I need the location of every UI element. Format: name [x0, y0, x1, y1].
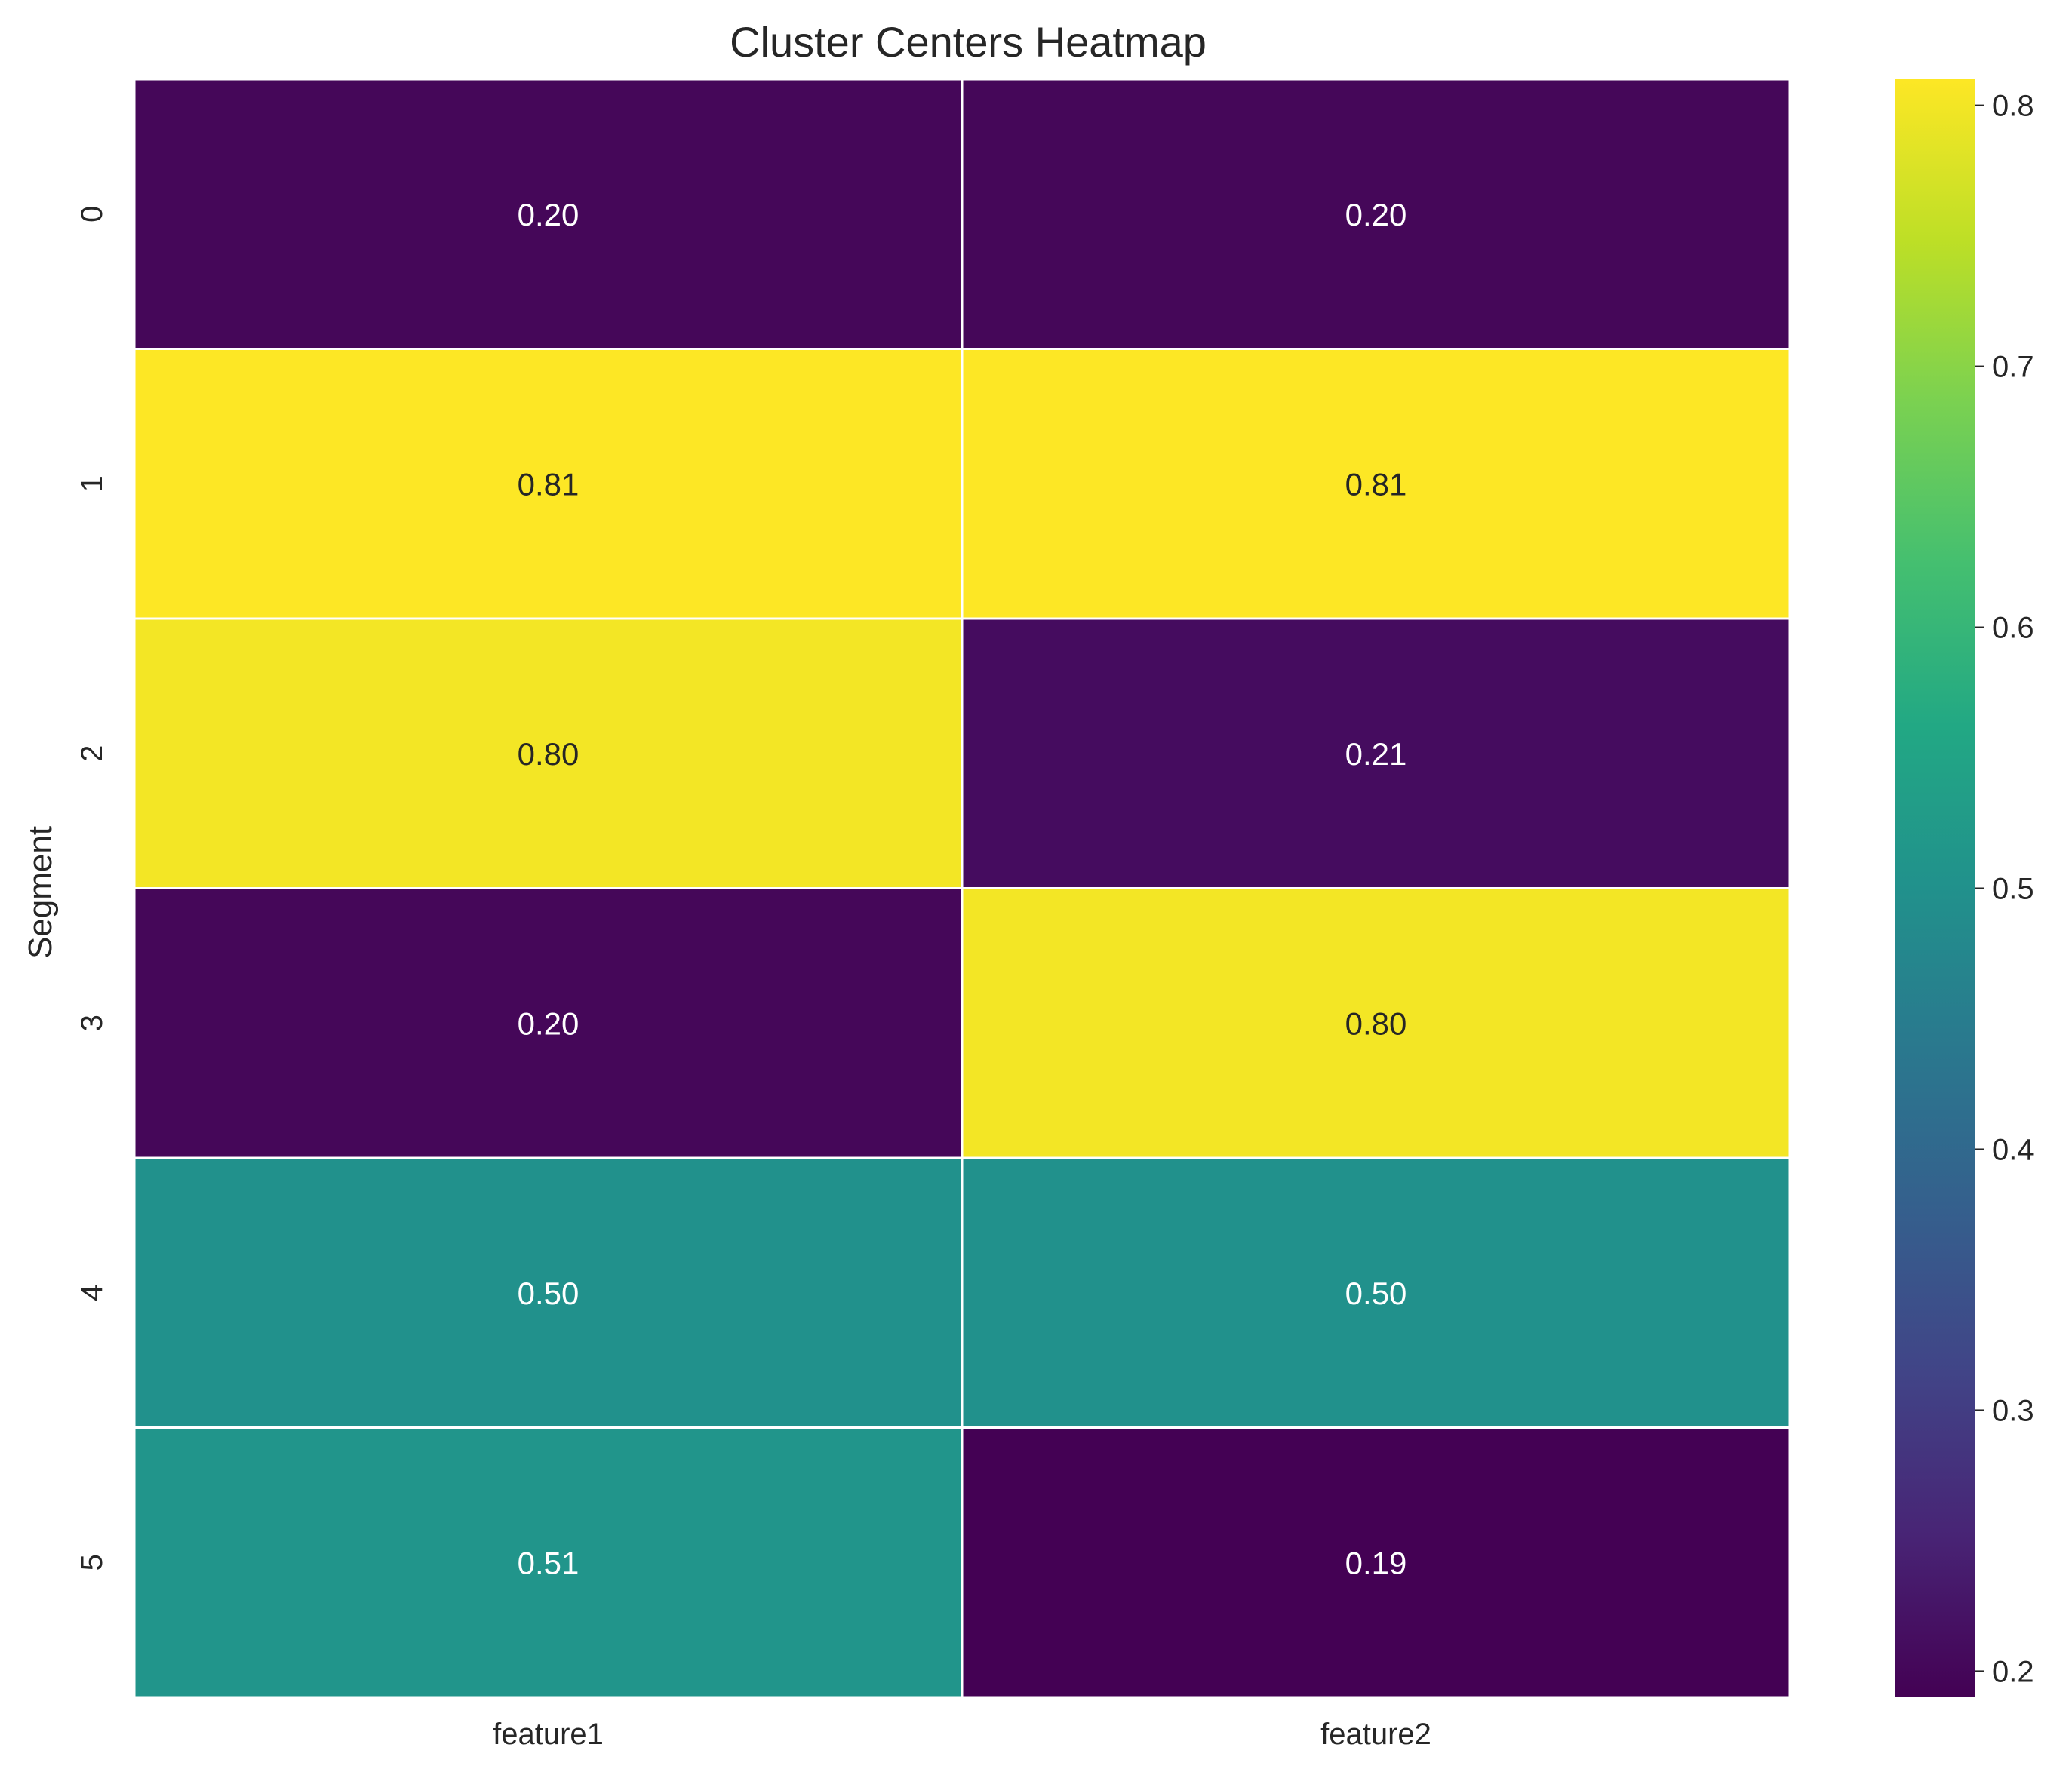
cell-value-label: 0.20	[1345, 197, 1407, 232]
cell-value-label: 0.80	[518, 736, 579, 772]
heatmap-cell	[133, 78, 964, 350]
y-tick-label: 4	[75, 1285, 109, 1301]
heatmap-cell	[961, 78, 1791, 350]
x-tick-label: feature1	[493, 1718, 604, 1751]
colorbar-tick-label: 0.7	[1992, 351, 2034, 384]
heatmap-cell	[133, 617, 964, 889]
cell-value-label: 0.21	[1345, 736, 1407, 772]
heatmap-cell	[133, 348, 964, 620]
colorbar-tick-label: 0.4	[1992, 1133, 2034, 1166]
cell-value-label: 0.81	[518, 466, 579, 502]
colorbar-tick-label: 0.3	[1992, 1394, 2034, 1427]
y-tick-label: 2	[75, 745, 109, 762]
cell-value-label: 0.80	[1345, 1006, 1407, 1041]
cell-value-label: 0.20	[518, 197, 579, 232]
x-tick-label: feature2	[1320, 1718, 1431, 1751]
y-axis-label: Segment	[22, 826, 59, 959]
cell-value-label: 0.19	[1345, 1545, 1407, 1580]
cell-value-label: 0.81	[1345, 466, 1407, 502]
colorbar-tick-label: 0.2	[1992, 1655, 2034, 1688]
cell-value-label: 0.50	[1345, 1276, 1407, 1311]
y-tick-label: 3	[75, 1015, 109, 1031]
heatmap-cell	[133, 887, 964, 1159]
cell-value-label: 0.20	[518, 1006, 579, 1041]
cell-value-label: 0.50	[518, 1276, 579, 1311]
heatmap-cell	[961, 1156, 1791, 1429]
heatmap-cells: 0.20 0.20 0.81 0.81 0.80 0.21 0.20 0.80 0.50 0.50…	[133, 78, 1791, 1699]
chart-title: Cluster Centers Heatmap	[730, 18, 1207, 66]
y-tick-label: 1	[75, 475, 109, 492]
heatmap-cell	[961, 617, 1791, 889]
colorbar-gradient	[1895, 79, 1975, 1697]
x-tick-labels: feature1 feature2	[493, 1718, 1431, 1751]
y-tick-label: 5	[75, 1554, 109, 1571]
colorbar-tick-label: 0.6	[1992, 612, 2034, 645]
cell-value-label: 0.51	[518, 1545, 579, 1580]
heatmap-cell	[961, 1426, 1791, 1699]
colorbar-tick-label: 0.8	[1992, 90, 2034, 123]
heatmap-cell	[961, 348, 1791, 620]
y-tick-label: 0	[75, 206, 109, 223]
colorbar-tick-label: 0.5	[1992, 873, 2034, 906]
heatmap-cell	[961, 887, 1791, 1159]
y-tick-labels: 0 1 2 3 4 5	[75, 206, 109, 1571]
colorbar: 0.2 0.3 0.4 0.5 0.6 0.7 0.8	[1895, 79, 2034, 1697]
